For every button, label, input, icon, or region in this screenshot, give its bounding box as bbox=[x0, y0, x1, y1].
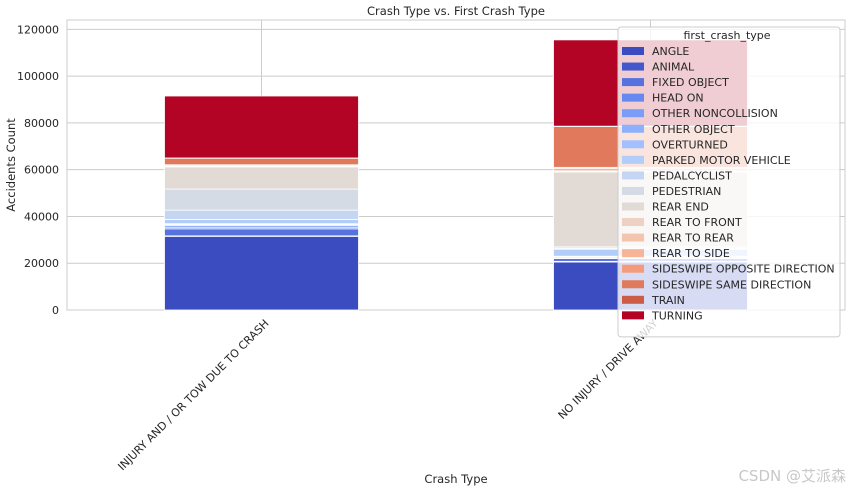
legend-label: TRAIN bbox=[651, 294, 685, 307]
legend-swatch bbox=[622, 218, 644, 227]
legend-label: HEAD ON bbox=[652, 92, 704, 105]
y-tick-label: 80000 bbox=[24, 117, 59, 130]
legend-label: OVERTURNED bbox=[652, 138, 728, 151]
legend-swatch bbox=[622, 93, 644, 102]
bar-segment bbox=[164, 209, 359, 220]
legend-swatch bbox=[622, 233, 644, 242]
legend-label: PEDESTRIAN bbox=[652, 185, 721, 198]
chart-title: Crash Type vs. First Crash Type bbox=[367, 4, 545, 18]
bar-segment bbox=[164, 235, 359, 311]
x-tick-label: INJURY AND / OR TOW DUE TO CRASH bbox=[115, 317, 271, 473]
y-tick-label: 20000 bbox=[24, 257, 59, 270]
bar-segment bbox=[164, 219, 359, 225]
bar-segment bbox=[164, 95, 359, 159]
legend-swatch bbox=[622, 280, 644, 289]
y-tick-label: 100000 bbox=[17, 70, 59, 83]
legend-label: ANGLE bbox=[652, 45, 689, 58]
legend-label: SIDESWIPE SAME DIRECTION bbox=[652, 278, 811, 291]
legend-label: OTHER OBJECT bbox=[652, 123, 735, 136]
legend-label: OTHER NONCOLLISION bbox=[652, 107, 778, 120]
legend-swatch bbox=[622, 264, 644, 273]
legend-swatch bbox=[622, 140, 644, 149]
bar-segment bbox=[164, 188, 359, 211]
legend-swatch bbox=[622, 249, 644, 258]
y-tick-label: 60000 bbox=[24, 164, 59, 177]
legend-label: REAR TO FRONT bbox=[652, 216, 742, 229]
legend-label: REAR TO SIDE bbox=[652, 247, 730, 260]
legend-swatch bbox=[622, 186, 644, 195]
y-axis-label: Accidents Count bbox=[4, 118, 18, 212]
y-tick-label: 40000 bbox=[24, 210, 59, 223]
legend-swatch bbox=[622, 109, 644, 118]
legend-swatch bbox=[622, 78, 644, 87]
legend-label: FIXED OBJECT bbox=[652, 76, 729, 89]
legend-swatch bbox=[622, 155, 644, 164]
y-tick-label: 120000 bbox=[17, 23, 59, 36]
legend-label: PEDALCYCLIST bbox=[652, 169, 732, 182]
watermark: CSDN @艾派森 bbox=[738, 467, 846, 485]
legend-label: REAR END bbox=[652, 201, 709, 214]
legend-swatch bbox=[622, 202, 644, 211]
x-axis-label: Crash Type bbox=[424, 472, 487, 486]
legend-label: REAR TO REAR bbox=[652, 232, 734, 245]
legend-title: first_crash_type bbox=[683, 29, 770, 42]
legend-label: PARKED MOTOR VEHICLE bbox=[652, 154, 791, 167]
bar-segment bbox=[164, 157, 359, 166]
bar-segment bbox=[164, 228, 359, 237]
y-tick-label: 0 bbox=[52, 304, 59, 317]
legend-swatch bbox=[622, 171, 644, 180]
legend-swatch bbox=[622, 47, 644, 55]
legend-swatch bbox=[622, 62, 644, 71]
legend-swatch bbox=[622, 311, 644, 320]
legend-swatch bbox=[622, 295, 644, 304]
legend-swatch bbox=[622, 124, 644, 133]
bar-segment bbox=[164, 166, 359, 190]
legend-label: TURNING bbox=[651, 309, 703, 322]
legend-label: ANIMAL bbox=[652, 61, 695, 74]
legend-box bbox=[617, 26, 841, 338]
legend-label: SIDESWIPE OPPOSITE DIRECTION bbox=[652, 263, 835, 276]
